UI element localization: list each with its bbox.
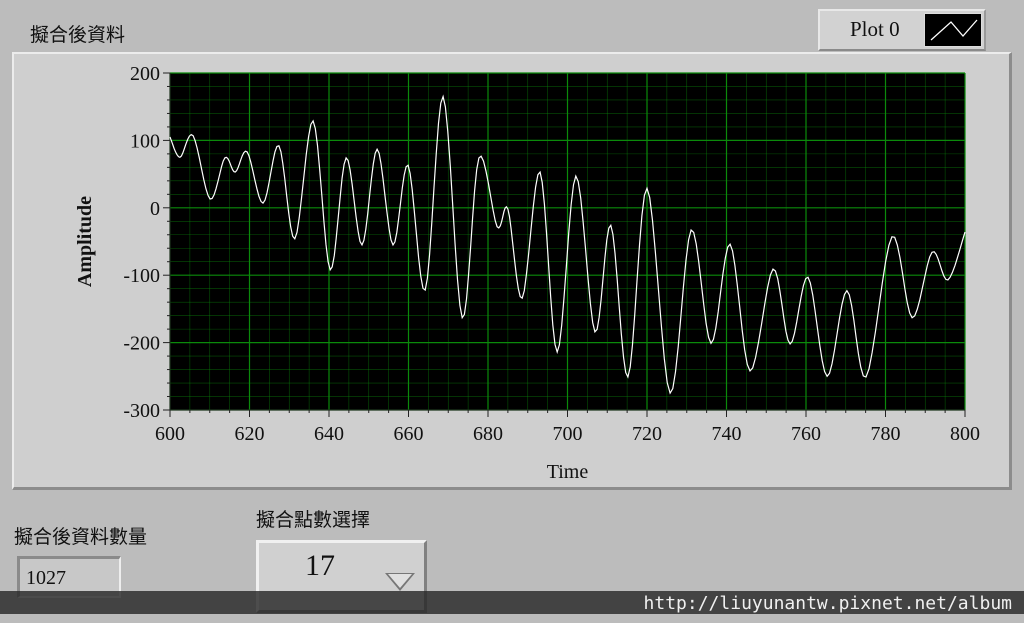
x-tick-label: 680 [473,423,503,445]
x-tick-label: 620 [235,423,265,445]
x-tick-label: 740 [712,423,742,445]
plot-legend[interactable]: Plot 0 [818,9,986,51]
y-tick-label: 100 [130,130,160,152]
count-label: 擬合後資料數量 [14,526,148,548]
line-plot-icon[interactable] [924,13,982,47]
watermark-text: http://liuyunantw.pixnet.net/album [643,593,1012,614]
x-tick-label: 800 [950,423,980,445]
y-axis-label: Amplitude [74,196,96,287]
y-tick-label: -300 [123,400,160,422]
y-tick-label: 0 [150,198,160,220]
legend-label: Plot 0 [850,17,900,41]
grid [169,72,966,411]
points-selector-label: 擬合點數選擇 [256,509,371,531]
y-tick-label: -200 [123,333,160,355]
x-tick-label: 720 [632,423,662,445]
axis-ticks: 600 620 640 660 680 700 720 740 760 780 800 200 100 0… [123,63,980,445]
points-selector-value: 17 [305,549,335,582]
x-tick-label: 700 [553,423,583,445]
x-axis-label: Time [547,461,589,483]
watermark-bar: http://liuyunantw.pixnet.net/album [0,591,1024,614]
graph-title: 擬合後資料 [30,24,126,46]
x-tick-label: 760 [791,423,821,445]
y-tick-label: -100 [123,265,160,287]
x-tick-label: 600 [155,423,185,445]
x-tick-label: 660 [394,423,424,445]
count-value: 1027 [26,567,66,589]
x-tick-label: 780 [871,423,901,445]
dropdown-arrow-icon[interactable] [385,573,415,591]
y-tick-label: 200 [130,63,160,85]
series-line-plot-0 [169,94,966,395]
x-tick-label: 640 [314,423,344,445]
